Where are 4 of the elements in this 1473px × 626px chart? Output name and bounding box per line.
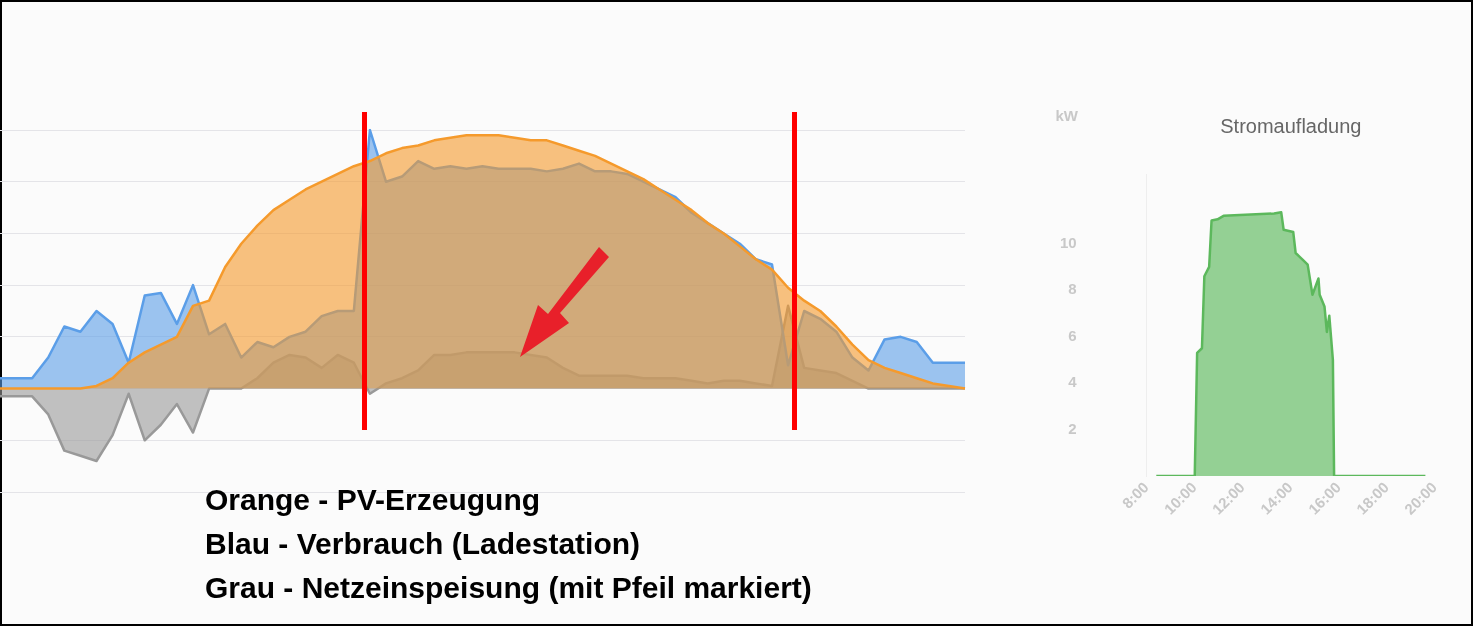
text: Blau - Verbrauch (Ladestation): [205, 526, 642, 562]
chart-title: Stromaufladung: [1220, 115, 1362, 137]
text: Orange - PV-Erzeugung: [205, 482, 542, 518]
text: Grau - Netzeinspeisung (mit Pfeil markiert): [205, 570, 812, 606]
